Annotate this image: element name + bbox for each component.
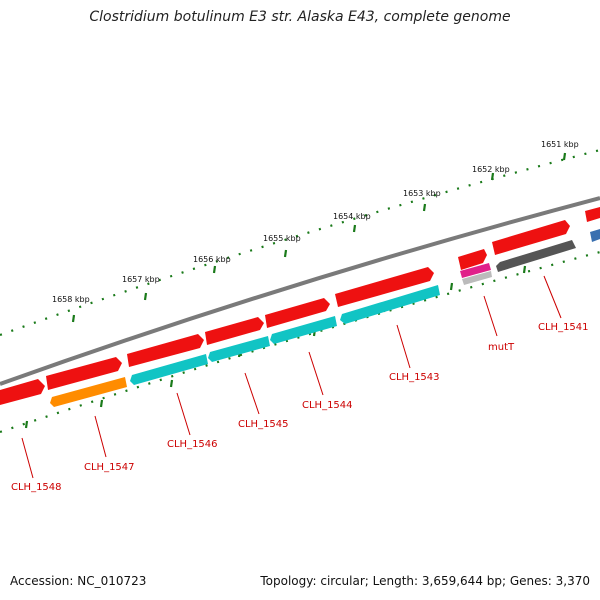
label-leaders [21, 275, 562, 479]
major-tick [422, 203, 427, 212]
major-tick [24, 420, 29, 429]
map-title: Clostridium botulinum E3 str. Alaska E43… [89, 9, 511, 25]
genome-summary-text: Topology: circular; Length: 3,659,644 bp… [260, 574, 590, 588]
major-tick [169, 379, 174, 388]
gene-label: CLH_1548 [11, 482, 62, 493]
gene-feature[interactable] [496, 240, 576, 272]
scale-label: 1651 kbp [541, 140, 579, 149]
scale-label: 1656 kbp [193, 255, 231, 264]
scale-label: 1653 kbp [403, 189, 441, 198]
scale-labels: 1651 kbp 1652 kbp 1653 kbp 1654 kbp 1655… [52, 140, 579, 304]
major-tick [71, 314, 76, 323]
major-tick [562, 152, 567, 161]
gene-label: CLH_1544 [302, 400, 353, 411]
accession-text: Accession: NC_010723 [10, 574, 147, 588]
gene-label: CLH_1543 [389, 372, 440, 383]
gene-feature[interactable] [585, 207, 600, 222]
gene-label: CLH_1546 [167, 439, 218, 450]
major-tick [490, 172, 495, 181]
scale-label: 1658 kbp [52, 295, 90, 304]
gene-feature[interactable] [0, 379, 45, 405]
gene-feature[interactable] [208, 336, 270, 362]
major-tick [352, 224, 357, 233]
major-tick [212, 265, 217, 274]
forward-strand-genes [0, 207, 600, 405]
gene-labels: CLH_1541 mutT CLH_1543 CLH_1544 CLH_1545… [11, 322, 589, 493]
gene-label: CLH_1541 [538, 322, 589, 333]
reverse-strand-genes [50, 229, 600, 407]
outer-major-ticks [71, 152, 567, 323]
genome-backbone [0, 196, 600, 386]
gene-feature[interactable] [205, 317, 264, 345]
gene-feature[interactable] [492, 220, 570, 255]
gene-feature[interactable] [265, 298, 330, 328]
gene-label: mutT [488, 342, 515, 353]
major-tick [143, 292, 148, 301]
gene-feature[interactable] [127, 334, 204, 367]
gene-label: CLH_1545 [238, 419, 289, 430]
gene-feature[interactable] [270, 316, 337, 344]
major-tick [522, 265, 527, 274]
gene-feature[interactable] [462, 271, 492, 285]
major-tick [449, 282, 454, 291]
gene-feature[interactable] [460, 263, 491, 278]
gene-feature[interactable] [46, 357, 122, 390]
gene-label: CLH_1547 [84, 462, 135, 473]
gene-feature[interactable] [590, 229, 600, 242]
gene-feature[interactable] [458, 249, 487, 270]
gene-feature[interactable] [50, 377, 127, 407]
gene-feature[interactable] [335, 267, 434, 307]
major-tick [99, 399, 104, 408]
scale-label: 1655 kbp [263, 234, 301, 243]
gene-feature[interactable] [340, 285, 440, 324]
scale-label: 1654 kbp [333, 212, 371, 221]
major-tick [283, 249, 288, 258]
gene-feature[interactable] [130, 354, 208, 385]
scale-label: 1657 kbp [122, 275, 160, 284]
scale-label: 1652 kbp [472, 165, 510, 174]
